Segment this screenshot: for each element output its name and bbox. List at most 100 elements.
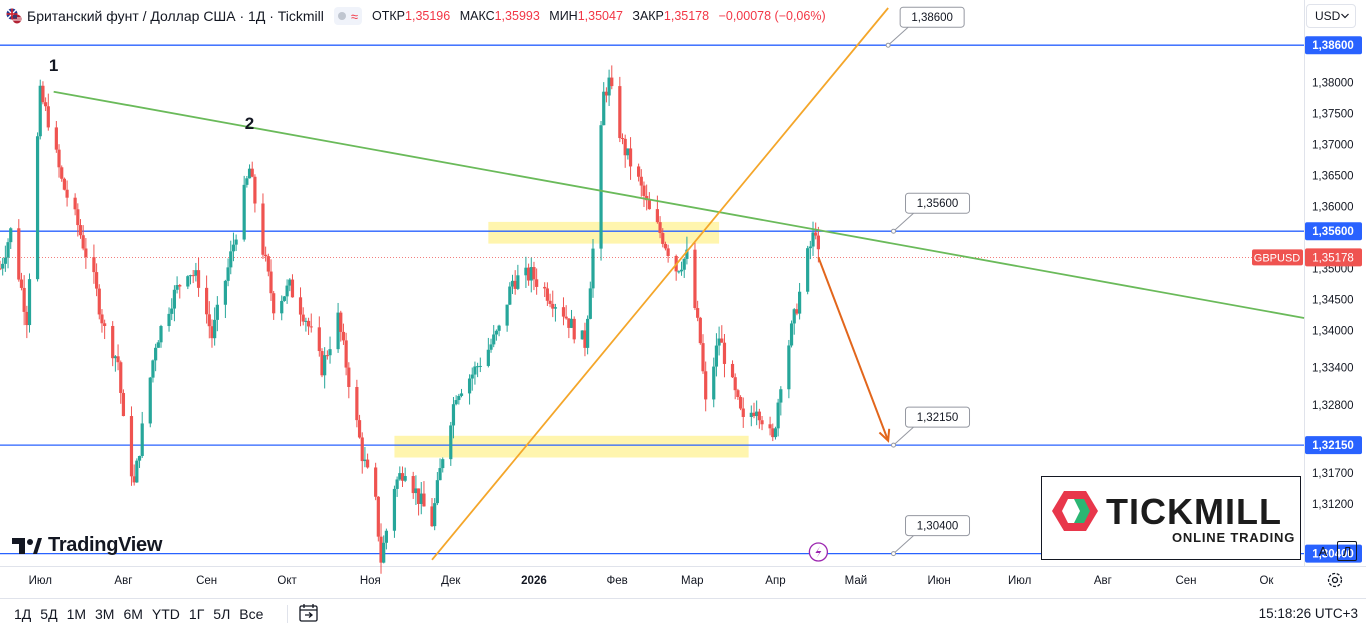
candle-body xyxy=(722,342,727,364)
time-tick-label: Мар xyxy=(681,575,704,587)
callout-anchor xyxy=(891,442,897,448)
settings-gear-icon[interactable] xyxy=(1326,571,1344,589)
time-tick-label: Ноя xyxy=(360,575,381,587)
callout-anchor xyxy=(891,228,897,234)
candle-body xyxy=(666,248,670,256)
candle-body xyxy=(382,542,386,563)
time-tick-label: Сен xyxy=(196,575,217,587)
candle-body xyxy=(637,166,641,177)
time-tick-label: Май xyxy=(845,575,868,587)
candle-body xyxy=(288,279,292,286)
candle-body xyxy=(250,168,254,177)
candle-body xyxy=(599,125,603,249)
candle-body xyxy=(178,285,182,287)
range-1y[interactable]: 1Г xyxy=(188,606,205,622)
currency-label: USD xyxy=(1315,9,1341,23)
level-price-tag xyxy=(1305,544,1362,563)
candle-body xyxy=(760,420,764,425)
candle-body xyxy=(172,289,177,309)
candle-body xyxy=(137,455,142,461)
candle-body xyxy=(339,312,343,332)
candle-body xyxy=(730,363,735,378)
candle-body xyxy=(588,288,592,319)
candle-body xyxy=(628,148,633,167)
tickmill-name: TICKMILL xyxy=(1106,491,1282,532)
currency-select[interactable]: USD xyxy=(1306,4,1356,28)
calendar-range-icon[interactable] xyxy=(298,603,320,623)
candle-body xyxy=(196,270,201,288)
range-6m[interactable]: 6М xyxy=(123,606,143,622)
tradingview-icon xyxy=(12,537,42,554)
candle-body xyxy=(808,246,812,249)
candle-body xyxy=(57,149,61,168)
time-tick-label: Июл xyxy=(29,575,52,587)
candle-body xyxy=(384,530,388,543)
status-dot-icon xyxy=(337,12,346,20)
candle-body xyxy=(441,459,445,469)
candle-body xyxy=(306,320,311,327)
level-price-tag xyxy=(1305,222,1362,241)
candle-body xyxy=(435,480,439,504)
range-3m[interactable]: 3М xyxy=(95,606,115,622)
candle-body xyxy=(0,268,2,270)
candle-body xyxy=(6,242,10,258)
candle-body xyxy=(647,200,651,210)
candle-body xyxy=(403,476,407,481)
candle-body xyxy=(604,91,609,96)
candle-body xyxy=(553,307,558,309)
chart-title[interactable]: Британский фунт / Доллар США · 1Д · Tick… xyxy=(27,8,324,24)
time-tick-label: 2026 xyxy=(521,575,547,587)
time-tick-label: Дек xyxy=(441,575,461,587)
auto-scale-button[interactable]: A xyxy=(1318,543,1328,559)
symbol-tag xyxy=(1252,249,1303,266)
callout-pointer xyxy=(893,535,914,554)
candle-body xyxy=(569,318,574,328)
candle-body xyxy=(736,390,740,398)
open-label: ОТКР xyxy=(372,9,406,23)
log-scale-button[interactable]: Л xyxy=(1337,541,1357,561)
candle-body xyxy=(78,225,83,236)
range-ytd[interactable]: YTD xyxy=(151,606,180,622)
candle-body xyxy=(497,325,501,331)
range-all[interactable]: Все xyxy=(239,606,264,622)
candle-body xyxy=(9,228,13,243)
price-tick-label: 1,37500 xyxy=(1312,108,1354,120)
candle-body xyxy=(459,393,464,396)
candle-body xyxy=(135,460,139,483)
candle-body xyxy=(231,244,236,252)
candle-body xyxy=(486,349,490,366)
range-5d[interactable]: 5Д xyxy=(40,606,58,622)
candle-body xyxy=(639,176,643,186)
callout-box xyxy=(905,406,971,428)
candle-body xyxy=(213,319,217,339)
tradingview-logo[interactable]: TradingView xyxy=(12,534,162,557)
candle-body xyxy=(111,325,115,359)
range-1m[interactable]: 1М xyxy=(66,606,87,622)
candle-body xyxy=(97,288,101,315)
market-status-badge[interactable]: ≈ xyxy=(333,7,363,25)
callout-box xyxy=(905,192,971,214)
candle-body xyxy=(170,308,174,314)
time-tick-label: Ок xyxy=(1259,575,1274,587)
candle-body xyxy=(580,330,584,340)
candle-body xyxy=(626,148,630,156)
candle-body xyxy=(374,467,378,497)
candle-body xyxy=(207,314,211,327)
candle-body xyxy=(100,314,104,324)
candle-body xyxy=(116,356,120,363)
candle-body xyxy=(285,285,289,297)
range-5y[interactable]: 5Л xyxy=(213,606,231,622)
tradingview-wordmark: TradingView xyxy=(48,534,163,556)
time-tick-label: Сен xyxy=(1175,575,1196,587)
candle-body xyxy=(398,473,402,480)
range-1d[interactable]: 1Д xyxy=(14,606,32,622)
price-chart[interactable]: 1,38600 1,35600 1,32150 1,30400 1 2 1,31200 1,3… xyxy=(0,0,1366,598)
candle-body xyxy=(191,275,195,277)
candle-body xyxy=(548,300,552,304)
event-lightning-icon xyxy=(815,546,822,558)
candle-body xyxy=(280,300,284,314)
price-tick-label: 1,36500 xyxy=(1312,170,1354,182)
candle-body xyxy=(167,313,171,327)
clock-time[interactable]: 15:18:26 UTC+3 xyxy=(1258,606,1358,621)
candle-body xyxy=(645,195,649,201)
